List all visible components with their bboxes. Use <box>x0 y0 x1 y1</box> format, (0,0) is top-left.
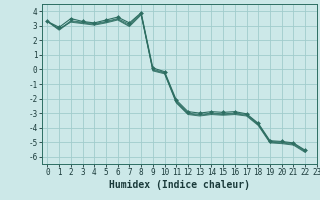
X-axis label: Humidex (Indice chaleur): Humidex (Indice chaleur) <box>109 180 250 190</box>
